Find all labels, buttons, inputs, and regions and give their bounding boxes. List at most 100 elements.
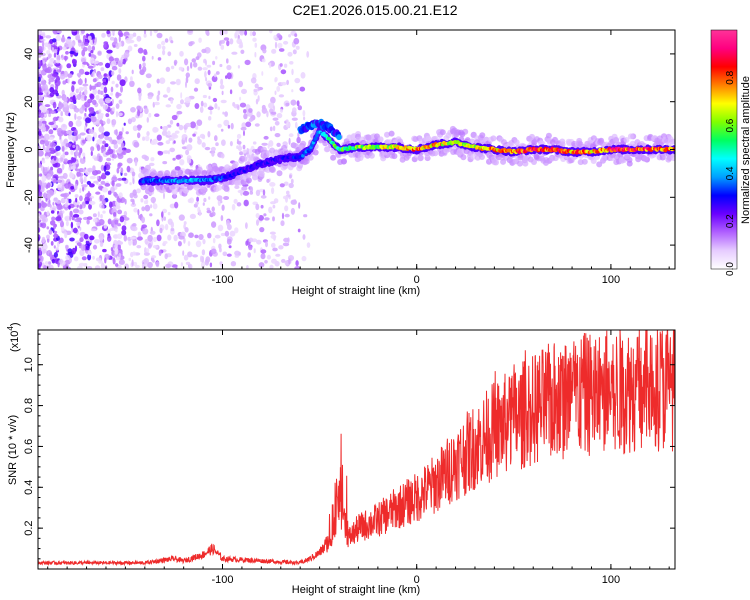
noise-speck — [142, 136, 146, 141]
noise-speck — [87, 167, 93, 173]
noise-speck — [274, 121, 280, 126]
ridge-halo — [252, 170, 259, 177]
noise-speck — [172, 157, 176, 161]
noise-speck — [107, 235, 112, 242]
noise-speck — [236, 38, 242, 45]
colorbar-tick-label: 0.0 — [725, 262, 736, 276]
noise-speck — [278, 48, 285, 52]
noise-speck — [46, 50, 51, 55]
noise-speck — [104, 171, 111, 176]
noise-speck — [157, 57, 162, 61]
noise-speck — [268, 140, 274, 147]
noise-speck — [269, 231, 276, 235]
ridge-halo — [377, 136, 384, 143]
noise-speck — [163, 192, 165, 200]
noise-speck — [239, 102, 247, 108]
noise-speck — [254, 52, 257, 58]
ridge-halo — [140, 184, 147, 191]
noise-speck — [92, 78, 97, 83]
snr-y-axis-label: SNR (10 * v/v) — [7, 415, 19, 485]
ridge-core — [315, 133, 319, 138]
noise-speck — [202, 202, 205, 206]
noise-speck — [46, 145, 52, 153]
noise-speck — [303, 214, 308, 218]
noise-speck — [50, 241, 54, 246]
noise-speck — [165, 104, 172, 108]
noise-speck — [48, 53, 52, 58]
noise-speck — [211, 221, 217, 228]
noise-speck — [123, 234, 128, 242]
ridge-halo — [432, 150, 439, 157]
noise-speck — [149, 230, 156, 235]
noise-speck — [65, 51, 69, 55]
noise-speck — [38, 130, 42, 137]
noise-speck — [97, 211, 100, 218]
noise-speck — [79, 204, 83, 210]
noise-speck — [79, 158, 86, 165]
noise-speck — [271, 258, 277, 264]
noise-speck — [192, 133, 196, 137]
noise-speck — [72, 144, 76, 148]
noise-speck — [288, 34, 292, 38]
noise-speck — [137, 209, 140, 216]
noise-speck — [75, 88, 79, 94]
noise-speck — [147, 234, 153, 242]
noise-speck — [106, 49, 113, 54]
noise-speck — [100, 214, 103, 219]
noise-speck — [207, 106, 214, 111]
noise-speck — [50, 58, 55, 62]
noise-speck — [295, 121, 298, 129]
noise-speck — [297, 132, 300, 138]
noise-speck — [102, 104, 108, 110]
noise-speck — [77, 265, 83, 269]
noise-speck — [173, 140, 176, 144]
noise-speck — [146, 82, 152, 89]
noise-speck — [169, 119, 174, 125]
noise-speck — [256, 239, 262, 245]
noise-speck — [208, 95, 211, 100]
noise-speck — [87, 98, 93, 104]
noise-speck — [231, 203, 236, 211]
ridge-halo — [384, 131, 390, 138]
noise-speck — [120, 56, 123, 64]
noise-speck — [118, 146, 123, 153]
noise-speck — [100, 84, 105, 90]
noise-speck — [260, 195, 267, 199]
noise-speck — [95, 257, 102, 262]
noise-speck — [85, 245, 90, 251]
noise-speck — [187, 157, 192, 164]
noise-speck — [61, 103, 64, 108]
noise-speck — [229, 89, 233, 95]
noise-speck — [190, 62, 193, 69]
noise-speck — [46, 210, 50, 216]
noise-speck — [117, 209, 123, 215]
ridge-halo — [297, 162, 304, 169]
noise-speck — [243, 109, 247, 114]
noise-speck — [100, 102, 104, 107]
noise-speck — [144, 238, 149, 245]
noise-speck — [219, 30, 225, 36]
spectrogram-panel: -100 0 100 -40 -20 0 20 40 Height of straight … — [5, 29, 676, 297]
noise-speck — [137, 87, 142, 94]
noise-speck — [256, 219, 259, 226]
noise-speck — [51, 258, 56, 264]
noise-speck — [123, 172, 128, 176]
noise-speck — [222, 111, 225, 115]
noise-speck — [237, 105, 240, 110]
noise-speck — [123, 217, 130, 221]
noise-speck — [241, 186, 248, 191]
noise-speck — [206, 210, 212, 214]
noise-speck — [115, 111, 119, 118]
noise-speck — [146, 131, 150, 137]
noise-speck — [75, 150, 78, 156]
noise-speck — [81, 58, 86, 63]
noise-speck — [299, 86, 306, 92]
noise-speck — [130, 203, 137, 207]
noise-speck — [204, 146, 211, 151]
noise-speck — [98, 125, 105, 133]
noise-speck — [219, 40, 222, 46]
noise-speck — [162, 94, 168, 98]
noise-speck — [49, 147, 55, 152]
noise-speck — [302, 110, 306, 117]
noise-speck — [132, 32, 137, 37]
